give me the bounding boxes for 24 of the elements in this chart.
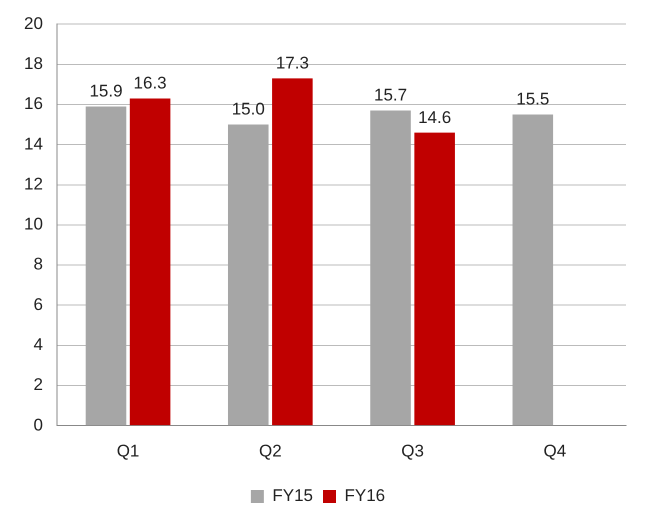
y-tick-label: 4 xyxy=(33,335,43,354)
y-tick-label: 0 xyxy=(33,415,43,434)
legend-label: FY16 xyxy=(344,486,386,506)
y-tick-label: 20 xyxy=(24,14,43,33)
y-tick-label: 16 xyxy=(24,94,43,114)
data-label: 15.7 xyxy=(374,86,408,105)
y-tick-label: 14 xyxy=(24,134,43,154)
data-label: 14.6 xyxy=(418,108,452,127)
y-tick-label: 8 xyxy=(33,254,43,274)
y-tick-label: 18 xyxy=(24,54,43,74)
y-tick-label: 10 xyxy=(24,214,43,234)
x-tick-label: Q4 xyxy=(544,441,566,460)
data-label: 15.0 xyxy=(232,100,265,119)
data-label: 17.3 xyxy=(276,54,309,73)
y-tick-label: 2 xyxy=(33,375,43,394)
y-tick-label: 6 xyxy=(33,294,43,314)
data-label: 15.9 xyxy=(89,82,123,101)
data-label: 16.3 xyxy=(134,74,167,93)
y-tick-label: 12 xyxy=(24,174,43,194)
x-tick-label: Q1 xyxy=(116,441,140,460)
legend-label: FY15 xyxy=(272,486,314,506)
x-tick-label: Q3 xyxy=(401,441,424,460)
data-label: 15.5 xyxy=(516,90,550,109)
x-tick-label: Q2 xyxy=(258,441,282,460)
